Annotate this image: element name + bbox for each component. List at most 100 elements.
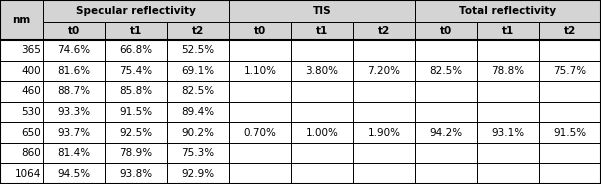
Text: 1064: 1064 xyxy=(15,169,41,179)
Bar xyxy=(229,81,291,102)
Bar xyxy=(105,163,167,184)
Text: t1: t1 xyxy=(502,26,514,36)
Bar xyxy=(539,81,601,102)
Text: 91.5%: 91.5% xyxy=(119,107,152,117)
Text: 78.9%: 78.9% xyxy=(119,148,152,158)
Bar xyxy=(477,143,539,163)
Text: 82.5%: 82.5% xyxy=(429,66,463,76)
Bar xyxy=(477,40,539,61)
Bar xyxy=(477,22,539,40)
Text: 92.5%: 92.5% xyxy=(119,128,152,138)
Bar xyxy=(0,143,43,163)
Bar xyxy=(43,122,105,143)
Bar xyxy=(353,102,415,122)
Text: Specular reflectivity: Specular reflectivity xyxy=(76,6,196,16)
Bar xyxy=(167,143,229,163)
Bar xyxy=(415,61,477,81)
Bar xyxy=(167,122,229,143)
Text: 530: 530 xyxy=(22,107,41,117)
Text: 89.4%: 89.4% xyxy=(182,107,215,117)
Text: 1.00%: 1.00% xyxy=(305,128,338,138)
Bar xyxy=(105,122,167,143)
Bar xyxy=(0,163,43,184)
Bar xyxy=(43,40,105,61)
Bar xyxy=(415,0,601,22)
Bar xyxy=(291,143,353,163)
Bar xyxy=(43,102,105,122)
Bar xyxy=(229,102,291,122)
Text: 93.8%: 93.8% xyxy=(119,169,152,179)
Bar xyxy=(291,102,353,122)
Text: 0.70%: 0.70% xyxy=(243,128,276,138)
Text: TIS: TIS xyxy=(313,6,331,16)
Bar xyxy=(477,102,539,122)
Text: 81.6%: 81.6% xyxy=(57,66,90,76)
Bar xyxy=(43,163,105,184)
Bar xyxy=(415,81,477,102)
Text: Total reflectivity: Total reflectivity xyxy=(459,6,557,16)
Bar xyxy=(415,122,477,143)
Bar xyxy=(291,40,353,61)
Text: 88.7%: 88.7% xyxy=(57,86,90,96)
Bar xyxy=(477,163,539,184)
Bar xyxy=(539,61,601,81)
Text: 82.5%: 82.5% xyxy=(182,86,215,96)
Bar xyxy=(229,61,291,81)
Bar xyxy=(539,40,601,61)
Bar xyxy=(291,22,353,40)
Bar xyxy=(353,81,415,102)
Bar xyxy=(353,61,415,81)
Text: 93.7%: 93.7% xyxy=(57,128,90,138)
Bar xyxy=(43,0,229,22)
Text: 93.3%: 93.3% xyxy=(57,107,90,117)
Bar xyxy=(105,40,167,61)
Text: t2: t2 xyxy=(564,26,576,36)
Text: 650: 650 xyxy=(22,128,41,138)
Text: 69.1%: 69.1% xyxy=(182,66,215,76)
Bar xyxy=(353,163,415,184)
Bar xyxy=(415,40,477,61)
Text: 3.80%: 3.80% xyxy=(305,66,338,76)
Text: 74.6%: 74.6% xyxy=(57,45,90,55)
Text: 860: 860 xyxy=(22,148,41,158)
Bar xyxy=(167,102,229,122)
Text: 90.2%: 90.2% xyxy=(182,128,215,138)
Bar xyxy=(291,163,353,184)
Bar xyxy=(539,143,601,163)
Bar xyxy=(105,102,167,122)
Bar xyxy=(105,61,167,81)
Text: t0: t0 xyxy=(68,26,80,36)
Bar xyxy=(291,81,353,102)
Text: 365: 365 xyxy=(22,45,41,55)
Bar xyxy=(415,143,477,163)
Text: 93.1%: 93.1% xyxy=(492,128,525,138)
Bar xyxy=(0,102,43,122)
Bar xyxy=(539,102,601,122)
Bar xyxy=(167,61,229,81)
Bar xyxy=(167,81,229,102)
Bar xyxy=(0,61,43,81)
Text: 52.5%: 52.5% xyxy=(182,45,215,55)
Text: t0: t0 xyxy=(254,26,266,36)
Bar xyxy=(477,81,539,102)
Bar xyxy=(43,61,105,81)
Text: 94.5%: 94.5% xyxy=(57,169,90,179)
Bar xyxy=(291,61,353,81)
Bar xyxy=(105,143,167,163)
Bar xyxy=(167,163,229,184)
Text: 85.8%: 85.8% xyxy=(119,86,152,96)
Text: 75.3%: 75.3% xyxy=(182,148,215,158)
Text: 460: 460 xyxy=(22,86,41,96)
Text: 75.7%: 75.7% xyxy=(554,66,587,76)
Bar xyxy=(229,143,291,163)
Text: 78.8%: 78.8% xyxy=(492,66,525,76)
Text: 75.4%: 75.4% xyxy=(119,66,152,76)
Bar xyxy=(415,22,477,40)
Bar xyxy=(353,22,415,40)
Bar xyxy=(167,22,229,40)
Bar xyxy=(353,40,415,61)
Text: nm: nm xyxy=(12,15,31,25)
Text: 66.8%: 66.8% xyxy=(119,45,152,55)
Bar xyxy=(229,122,291,143)
Bar xyxy=(105,22,167,40)
